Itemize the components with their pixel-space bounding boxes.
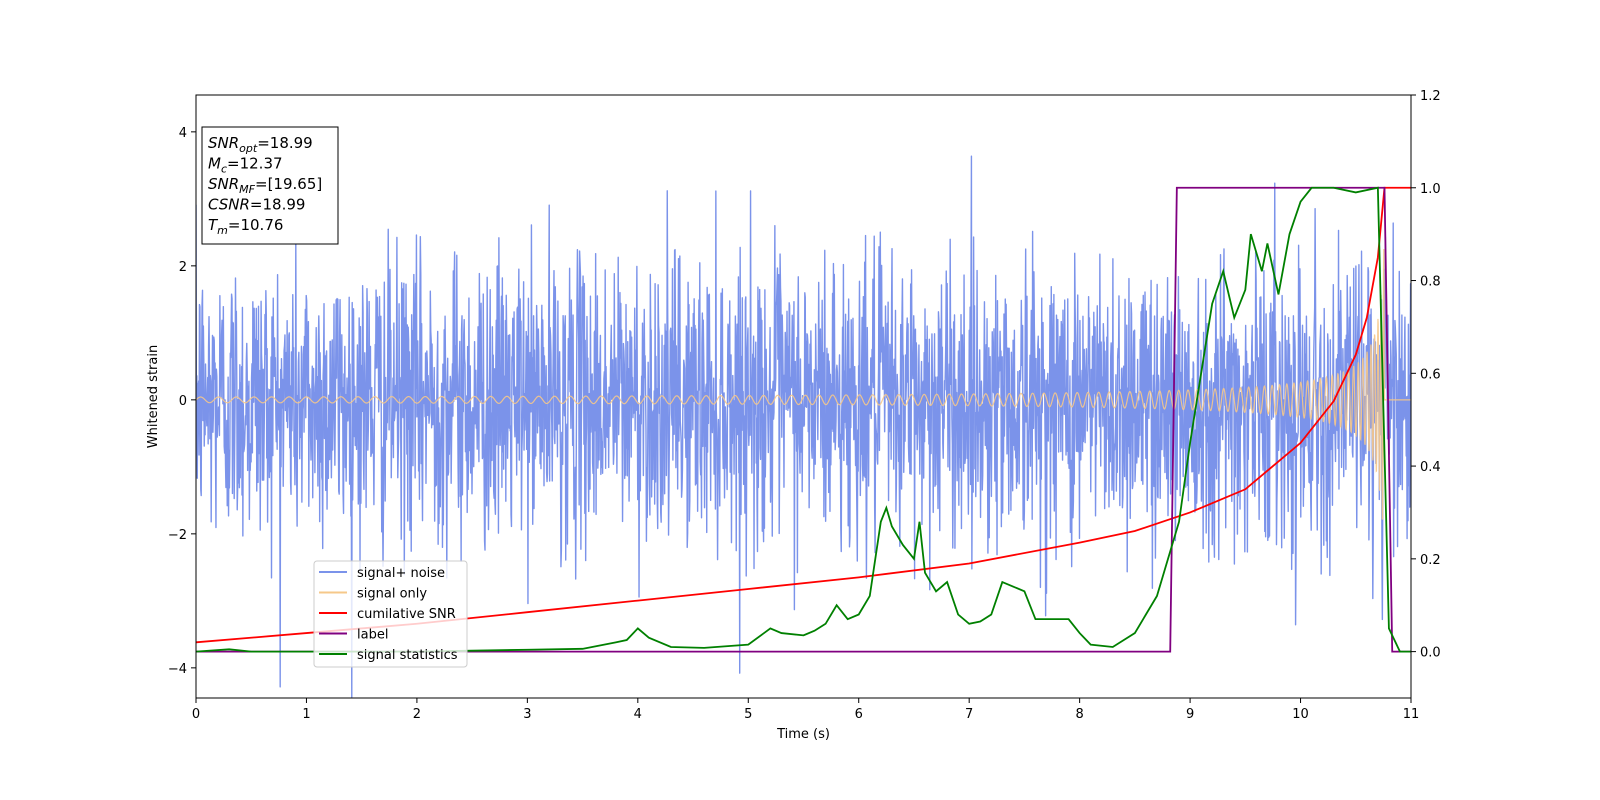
x-tick-label: 2 xyxy=(413,707,421,722)
series-signal-statistics xyxy=(196,186,1411,653)
x-tick-label: 1 xyxy=(302,707,310,722)
info-line: Mc=12.37 xyxy=(208,155,283,176)
series-label xyxy=(196,186,1411,653)
x-tick-label: 5 xyxy=(744,707,752,722)
y-tick-label: 4 xyxy=(179,126,187,141)
y2-tick-label: 1.2 xyxy=(1420,89,1441,104)
plot-area xyxy=(196,155,1411,698)
y2-tick-label: 0.0 xyxy=(1420,646,1441,661)
x-tick-label: 10 xyxy=(1292,707,1309,722)
info-line: CSNR=18.99 xyxy=(208,196,305,214)
y-axis-label: Whitened strain xyxy=(146,345,161,448)
info-line: SNRopt=18.99 xyxy=(208,134,313,155)
legend-entry: signal statistics xyxy=(357,648,458,663)
x-tick-label: 11 xyxy=(1403,707,1420,722)
legend-entry: cumilative SNR xyxy=(357,607,456,622)
y-tick-label: −2 xyxy=(168,528,187,543)
y2-tick-label: 1.0 xyxy=(1420,182,1441,197)
x-tick-label: 7 xyxy=(965,707,973,722)
axes-frame xyxy=(195,94,1412,699)
axis-ticks: 0 1 2 3 4 5 6 7 8 9 10 11 −4 −2 0 2 4 0.0 0.2 0.4 0.6 0.8 1.0 1… xyxy=(168,89,1441,722)
y2-tick-label: 0.8 xyxy=(1420,275,1441,290)
series-signal-noise xyxy=(196,155,1411,698)
info-line: Tm=10.76 xyxy=(208,216,283,237)
info-box-frame xyxy=(201,126,339,245)
info-line: SNRMF=[19.65] xyxy=(208,175,322,196)
legend-entry: signal only xyxy=(357,587,427,602)
y-tick-label: 0 xyxy=(179,394,187,409)
x-tick-label: 3 xyxy=(523,707,531,722)
x-axis-label: Time (s) xyxy=(776,727,830,742)
info-box: SNRopt=18.99Mc=12.37SNRMF=[19.65]CSNR=18… xyxy=(201,126,339,245)
x-tick-label: 4 xyxy=(634,707,642,722)
legend-frame xyxy=(313,560,468,668)
y2-tick-label: 0.6 xyxy=(1420,367,1441,382)
x-tick-label: 8 xyxy=(1075,707,1083,722)
x-tick-label: 0 xyxy=(192,707,200,722)
y2-tick-label: 0.4 xyxy=(1420,460,1441,475)
x-tick-label: 6 xyxy=(855,707,863,722)
y2-tick-label: 0.2 xyxy=(1420,553,1441,568)
legend-entry: label xyxy=(357,628,388,643)
y-tick-label: 2 xyxy=(179,260,187,275)
series-signal-only xyxy=(196,249,1411,520)
y-tick-label: −4 xyxy=(168,662,187,677)
x-tick-label: 9 xyxy=(1186,707,1194,722)
legend-entry: signal+ noise xyxy=(357,566,445,581)
legend: signal+ noise signal only cumilative SNR la… xyxy=(313,560,468,668)
series-cumilative-snr xyxy=(196,186,1411,644)
